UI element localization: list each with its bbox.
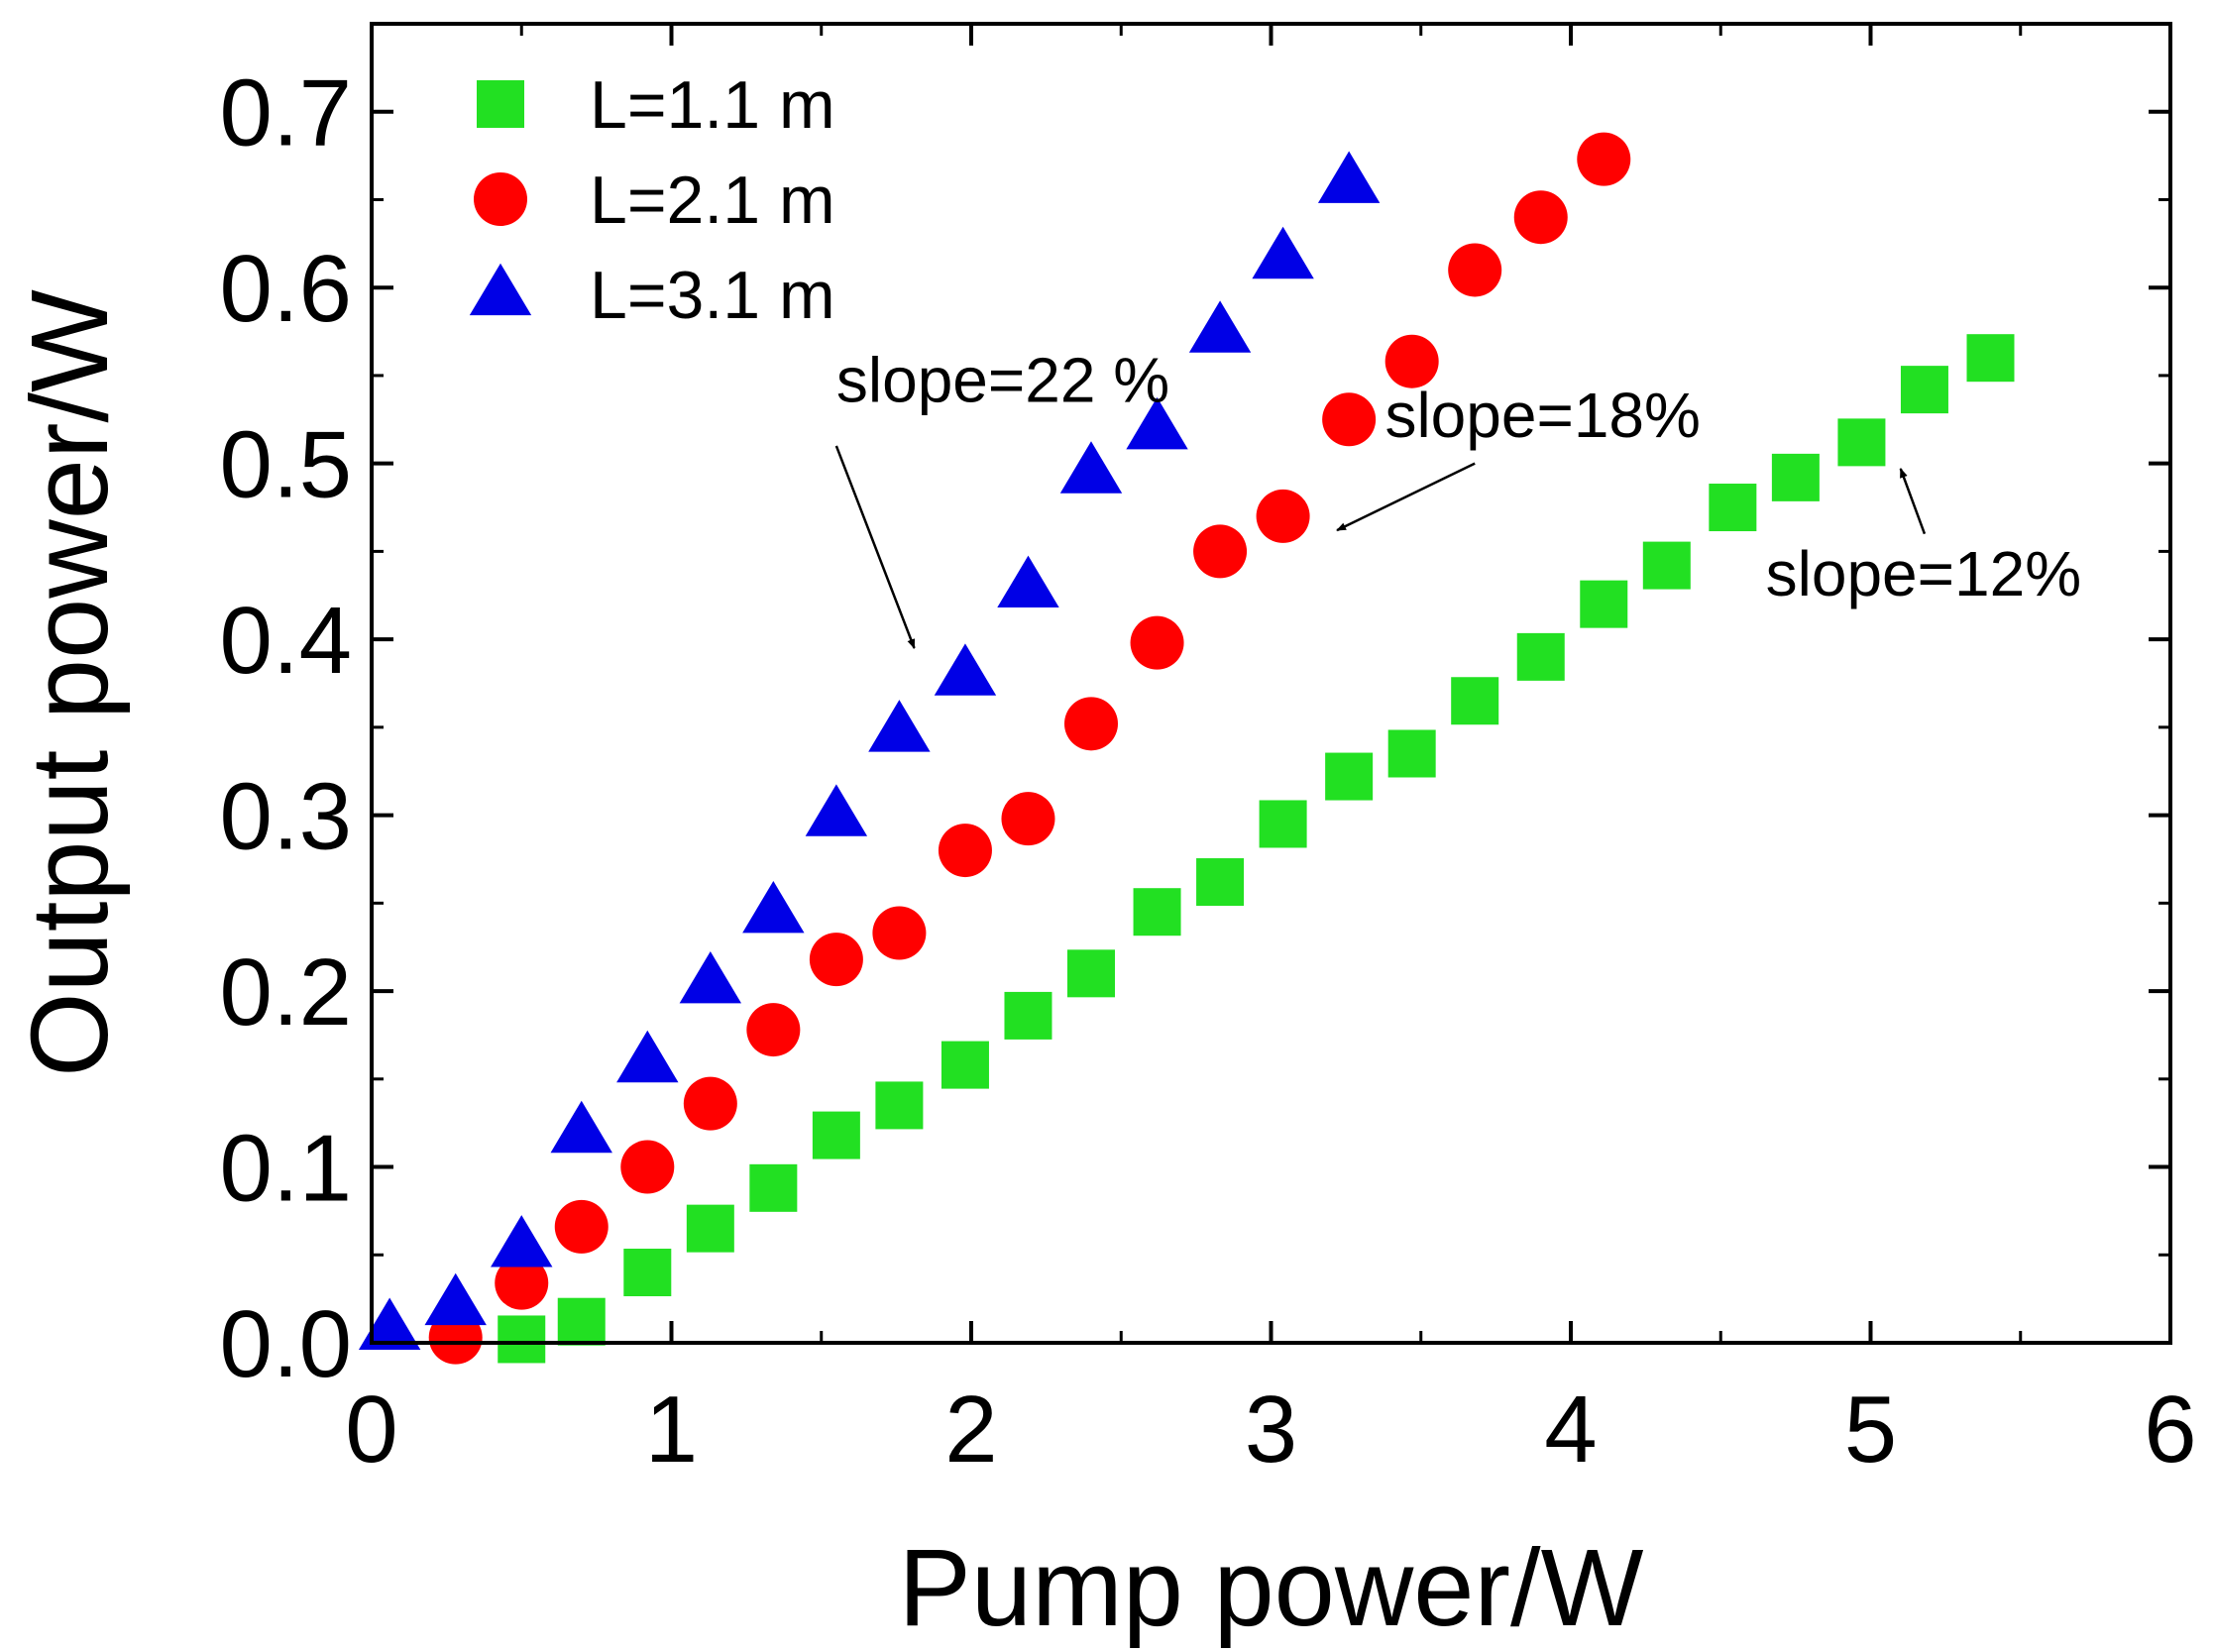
legend-marker-triangle [469, 263, 532, 316]
square-point [1966, 334, 2015, 383]
square-point [1004, 991, 1052, 1040]
y-tick-label: 0.4 [220, 588, 352, 694]
legend-label: L=2.1 m [590, 163, 835, 238]
y-tick-label: 0.2 [220, 939, 352, 1046]
legend-label: L=1.1 m [590, 67, 835, 143]
y-tick-label: 0.3 [220, 764, 352, 870]
triangle-point [1317, 151, 1381, 203]
circle-point [554, 1199, 609, 1254]
triangle-point [358, 1297, 421, 1350]
circle-point [1256, 489, 1310, 543]
x-tick-label: 1 [645, 1377, 698, 1483]
square-point [1642, 541, 1691, 590]
x-axis-title: Pump power/W [899, 1527, 1644, 1649]
square-point [1709, 484, 1757, 532]
x-tick-label: 4 [1544, 1377, 1597, 1483]
square-point [1387, 729, 1436, 778]
triangle-point [1126, 396, 1188, 450]
y-tick-label: 0.5 [220, 412, 352, 518]
triangle-point [1188, 300, 1252, 353]
slope-annotation-label: slope=22 % [836, 345, 1169, 416]
square-point [1259, 800, 1307, 848]
legend-label: L=3.1 m [590, 258, 835, 333]
circle-point [1513, 190, 1568, 245]
square-point [812, 1111, 860, 1159]
legend: L=1.1 m L=2.1 m L=3.1 m [469, 67, 835, 333]
triangle-point [805, 784, 868, 836]
square-point [1451, 677, 1499, 725]
circle-point [1577, 132, 1631, 186]
x-tick-label: 5 [1844, 1377, 1897, 1483]
circle-point [872, 906, 927, 960]
square-point [1196, 858, 1245, 907]
y-axis-title: Output power/W [9, 289, 131, 1077]
y-tick-label: 0.0 [220, 1291, 352, 1397]
plot-frame [370, 22, 2172, 1345]
circle-point [620, 1140, 675, 1194]
square-point [1133, 888, 1181, 936]
square-point [686, 1204, 734, 1253]
triangle-point [424, 1272, 487, 1326]
x-tick-label: 3 [1245, 1377, 1297, 1483]
slope-annotation-arrow [834, 445, 916, 649]
legend-marker-circle [474, 172, 527, 226]
circle-point [683, 1076, 737, 1131]
circle-point [938, 824, 992, 878]
square-point [1067, 949, 1115, 998]
triangle-point [997, 555, 1059, 608]
triangle-point [1252, 226, 1314, 279]
triangle-point [679, 950, 742, 1004]
series-l-2-1-m [428, 132, 1631, 1365]
circle-point [1384, 334, 1439, 388]
square-point [498, 1315, 546, 1364]
slope-annotation-label: slope=18% [1384, 380, 1700, 451]
square-point [557, 1297, 606, 1346]
circle-point [1064, 697, 1118, 751]
square-point [1837, 418, 1886, 467]
circle-point [1322, 392, 1377, 447]
x-tick-label: 6 [2144, 1377, 2196, 1483]
triangle-point [491, 1215, 553, 1267]
series-l-3-1-m [358, 151, 1381, 1350]
circle-point [1448, 243, 1502, 297]
circle-point [1001, 792, 1055, 846]
triangle-point [934, 643, 997, 696]
y-tick-label: 0.1 [220, 1116, 352, 1222]
x-tick-label: 0 [345, 1377, 397, 1483]
circle-point [809, 933, 863, 987]
triangle-point [616, 1030, 679, 1083]
circle-point [1130, 615, 1184, 670]
y-tick-label: 0.6 [220, 236, 352, 342]
square-point [1325, 752, 1374, 801]
square-point [749, 1163, 798, 1212]
triangle-point [868, 700, 931, 752]
circle-point [1193, 524, 1248, 579]
square-point [941, 1041, 989, 1089]
slope-annotation-arrow [1899, 468, 1927, 535]
circle-point [746, 1003, 801, 1057]
triangle-point [1059, 441, 1123, 494]
series-l-1-1-m [498, 334, 2015, 1364]
y-tick-label: 0.7 [220, 60, 352, 166]
circle-point [495, 1256, 549, 1310]
slope-annotation-label: slope=12% [1766, 538, 2081, 609]
square-point [1516, 632, 1565, 681]
legend-marker-square [477, 80, 524, 128]
square-point [1580, 580, 1628, 628]
slope-annotation-arrow [1336, 462, 1476, 532]
square-point [875, 1081, 924, 1130]
square-point [623, 1249, 672, 1297]
square-point [1771, 453, 1820, 501]
square-point [1900, 366, 1948, 414]
triangle-point [550, 1100, 612, 1154]
triangle-point [742, 880, 805, 934]
x-tick-label: 2 [944, 1377, 997, 1483]
